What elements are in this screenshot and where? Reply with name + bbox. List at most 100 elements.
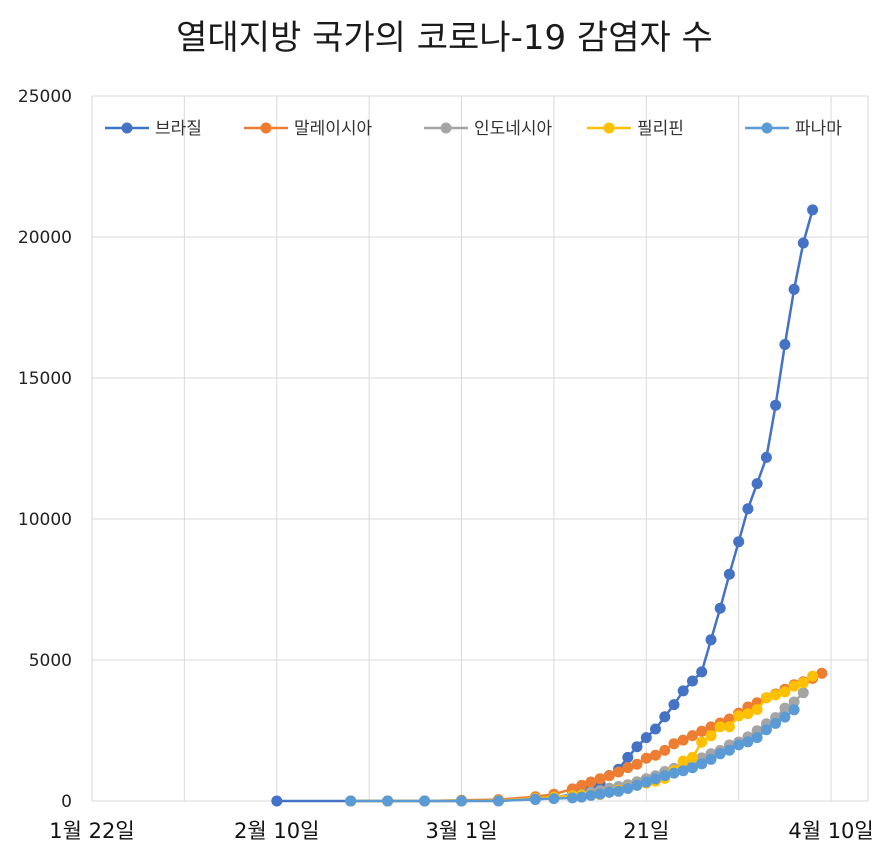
data-point-4-11: [603, 786, 615, 798]
data-point-1-22: [705, 721, 717, 733]
data-point-4-31: [788, 704, 800, 716]
x-tick-label-1: 2월 10일: [234, 819, 319, 843]
data-point-3-19: [677, 755, 689, 767]
data-point-0-32: [788, 283, 800, 295]
legend-item-2: 인도네시아: [424, 119, 553, 139]
x-tick-label-0: 1월 22일: [49, 819, 134, 843]
data-point-0-20: [677, 685, 689, 697]
y-tick-label-4: 20000: [18, 228, 72, 248]
legend-marker-4: [761, 122, 773, 134]
data-point-1-9: [585, 776, 597, 788]
data-point-0-34: [807, 204, 819, 216]
data-point-1-18: [668, 738, 680, 750]
data-point-4-23: [714, 748, 726, 760]
data-point-3-33: [807, 670, 819, 682]
data-point-0-16: [640, 732, 652, 744]
data-point-0-17: [650, 723, 661, 735]
y-tick-label-2: 10000: [18, 510, 72, 530]
data-point-1-20: [687, 730, 698, 742]
data-point-2-30: [779, 702, 791, 714]
data-point-1-14: [631, 758, 643, 770]
grid-lines: [91, 95, 869, 802]
data-point-1-21: [696, 725, 708, 737]
legend-label-3: 필리핀: [637, 119, 684, 139]
data-point-3-21: [696, 736, 708, 748]
data-point-4-9: [585, 789, 597, 801]
data-point-4-15: [640, 776, 652, 788]
data-point-4-2: [419, 795, 431, 807]
legend-label-2: 인도네시아: [474, 119, 553, 139]
series-4: [345, 704, 800, 807]
data-point-2-31: [788, 696, 800, 708]
data-point-4-14: [631, 779, 643, 791]
data-point-4-0: [345, 795, 357, 807]
data-point-0-33: [797, 237, 809, 249]
x-tick-labels: 1월 22일 2월 10일 3월 1일 21일 4월 10일: [49, 819, 873, 843]
data-point-3-24: [723, 721, 735, 733]
data-point-3-32: [797, 677, 809, 689]
data-point-4-19: [677, 765, 689, 777]
data-point-0-24: [714, 602, 726, 614]
y-tick-labels: 0 5000 10000 15000 20000 25000: [18, 87, 72, 812]
legend-item-1: 말레이시아: [244, 119, 373, 139]
data-point-0-22: [696, 666, 708, 678]
series-line-0: [276, 209, 814, 803]
legend: 브라질 말레이시아 인도네시아 필리핀 파나마: [105, 119, 842, 139]
data-point-0-0: [271, 795, 283, 807]
data-point-0-18: [659, 711, 671, 723]
data-point-0-14: [622, 751, 634, 763]
data-point-3-29: [770, 689, 782, 701]
data-point-1-13: [622, 762, 634, 774]
data-point-3-27: [751, 704, 763, 715]
data-point-0-15: [631, 741, 643, 753]
x-tick-label-3: 21일: [623, 819, 669, 843]
data-point-4-7: [566, 792, 578, 804]
x-tick-label-2: 3월 1일: [426, 819, 498, 843]
data-point-0-30: [770, 399, 782, 411]
data-point-3-23: [714, 721, 726, 733]
data-point-0-21: [687, 675, 698, 687]
data-point-1-11: [603, 770, 615, 782]
data-point-4-12: [613, 785, 625, 797]
data-point-0-23: [705, 634, 717, 646]
data-point-4-3: [456, 795, 467, 807]
data-point-4-13: [622, 783, 634, 794]
data-point-0-28: [751, 478, 763, 490]
data-point-3-26: [742, 708, 754, 720]
data-point-4-6: [548, 793, 560, 805]
x-tick-label-4: 4월 10일: [788, 819, 873, 843]
data-point-4-26: [742, 736, 754, 748]
data-point-0-29: [760, 451, 772, 463]
data-point-0-31: [779, 339, 791, 350]
data-point-4-25: [733, 739, 745, 751]
data-point-4-21: [696, 758, 708, 770]
data-point-4-30: [779, 711, 791, 723]
data-point-3-28: [760, 692, 772, 704]
data-point-0-19: [668, 699, 680, 711]
data-point-1-17: [659, 744, 671, 756]
legend-item-0: 브라질: [105, 119, 202, 139]
data-point-4-28: [760, 724, 772, 736]
data-point-1-16: [650, 749, 661, 761]
y-tick-label-5: 25000: [18, 87, 72, 107]
legend-label-0: 브라질: [155, 119, 202, 139]
data-point-4-1: [382, 795, 394, 807]
data-point-0-25: [723, 568, 735, 580]
legend-item-3: 필리핀: [587, 119, 684, 139]
legend-label-1: 말레이시아: [294, 119, 373, 139]
data-point-1-34: [816, 667, 828, 679]
data-point-1-10: [594, 773, 606, 785]
data-point-3-31: [788, 680, 800, 692]
data-point-4-24: [723, 744, 735, 756]
data-point-4-20: [687, 762, 698, 774]
data-point-3-25: [733, 710, 745, 722]
data-point-4-22: [705, 753, 717, 765]
data-point-2-32: [797, 687, 809, 699]
data-point-4-16: [650, 773, 661, 785]
data-point-1-8: [576, 779, 588, 791]
data-point-0-26: [733, 536, 745, 548]
data-point-4-8: [576, 791, 588, 803]
data-point-1-12: [613, 766, 625, 778]
legend-marker-0: [121, 122, 133, 134]
